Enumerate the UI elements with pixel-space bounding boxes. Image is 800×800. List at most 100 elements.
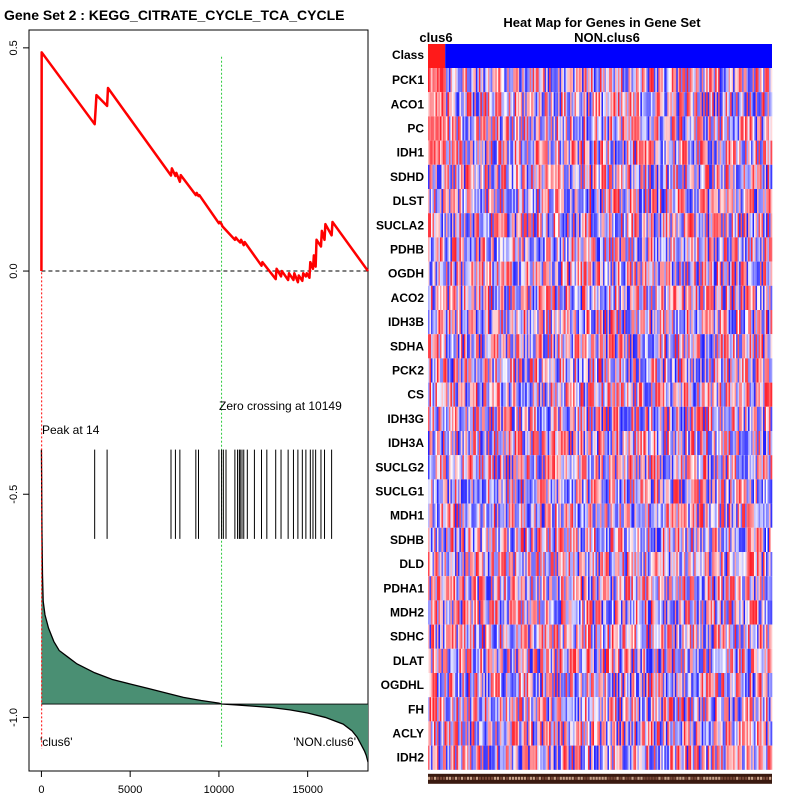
heatmap-cell xyxy=(665,213,668,238)
heatmap-cell xyxy=(534,68,536,93)
heatmap-cell xyxy=(439,358,442,383)
heatmap-cell xyxy=(429,213,432,238)
heatmap-cell xyxy=(546,213,548,238)
heatmap-cell xyxy=(465,552,468,577)
heatmap-cell xyxy=(707,358,710,383)
heatmap-cell xyxy=(755,261,758,286)
heatmap-cell xyxy=(555,285,557,310)
heatmap-cell xyxy=(665,68,668,93)
heatmap-cell xyxy=(444,213,447,238)
heatmap-cell xyxy=(451,503,454,528)
heatmap-cell xyxy=(617,552,620,577)
heatmap-cell xyxy=(637,334,640,359)
heatmap-cell xyxy=(620,68,623,93)
heatmap-cell xyxy=(716,479,719,504)
heatmap-cell xyxy=(499,576,502,601)
heatmap-cell xyxy=(513,92,516,117)
heatmap-cell xyxy=(698,310,701,335)
heatmap-cell xyxy=(468,406,471,431)
heatmap-cell xyxy=(680,310,683,335)
heatmap-cell xyxy=(673,431,676,456)
heatmap-cell xyxy=(469,116,472,141)
heatmap-cell xyxy=(579,116,581,141)
heatmap-cell xyxy=(430,189,433,214)
heatmap-cell xyxy=(695,479,698,504)
heatmap-cell xyxy=(749,503,752,528)
heatmap-cell xyxy=(504,527,507,552)
heatmap-cell xyxy=(591,237,593,262)
heatmap-cell xyxy=(574,527,577,552)
heatmap-cell xyxy=(514,527,517,552)
heatmap-cell xyxy=(552,140,554,165)
heatmap-cell xyxy=(605,382,608,407)
heatmap-cell xyxy=(585,285,587,310)
heatmap-cell xyxy=(586,527,589,552)
heatmap-cell xyxy=(495,68,498,93)
heatmap-cell xyxy=(680,479,683,504)
heatmap-cell xyxy=(477,261,480,286)
heatmap-row-sdha xyxy=(428,334,773,359)
heatmap-cell xyxy=(661,455,664,480)
heatmap-cell xyxy=(610,189,613,214)
heatmap-cell xyxy=(487,310,490,335)
heatmap-cell xyxy=(730,431,732,456)
heatmap-cell xyxy=(583,552,586,577)
heatmap-cell xyxy=(742,406,744,431)
heatmap-cell xyxy=(748,334,750,359)
heatmap-cell xyxy=(643,455,646,480)
heatmap-cell xyxy=(585,68,587,93)
heatmap-cell xyxy=(441,310,444,335)
heatmap-cell xyxy=(552,358,554,383)
heatmap-cell xyxy=(428,358,430,383)
heatmap-cell xyxy=(712,140,714,165)
heatmap-cell xyxy=(516,116,519,141)
heatmap-cell xyxy=(728,431,731,456)
heatmap-cell xyxy=(462,406,465,431)
heatmap-cell xyxy=(641,213,644,238)
heatmap-cell xyxy=(567,261,569,286)
heatmap-cell xyxy=(447,527,450,552)
heatmap-cell xyxy=(689,310,692,335)
heatmap-cell xyxy=(471,527,474,552)
heatmap-cell xyxy=(472,92,475,117)
heatmap-cell xyxy=(456,576,459,601)
heatmap-cell xyxy=(505,503,508,528)
heatmap-cell xyxy=(751,116,753,141)
heatmap-cell xyxy=(758,116,761,141)
heatmap-cell xyxy=(737,479,740,504)
heatmap-cell xyxy=(594,285,596,310)
heatmap-cell xyxy=(635,140,638,165)
heatmap-cell xyxy=(746,237,749,262)
heatmap-cell xyxy=(463,406,466,431)
heatmap-cell xyxy=(571,334,574,359)
heatmap-cell xyxy=(576,189,578,214)
heatmap-cell xyxy=(450,431,453,456)
heatmap-cell xyxy=(740,285,743,310)
heatmap-cell xyxy=(679,68,682,93)
heatmap-cell xyxy=(607,116,610,141)
heatmap-cell xyxy=(561,237,563,262)
heatmap-cell xyxy=(598,189,601,214)
heatmap-cell xyxy=(710,431,713,456)
heatmap-cell xyxy=(670,68,673,93)
heatmap-cell xyxy=(517,164,520,189)
heatmap-cell xyxy=(704,189,707,214)
heatmap-cell xyxy=(510,261,513,286)
heatmap-cell xyxy=(558,431,560,456)
heatmap-cell xyxy=(585,503,587,528)
heatmap-cell xyxy=(667,68,670,93)
heatmap-cell xyxy=(447,431,450,456)
heatmap-cell xyxy=(537,92,539,117)
heatmap-cell xyxy=(760,237,762,262)
heatmap-cell xyxy=(713,140,716,165)
heatmap-cell xyxy=(662,261,665,286)
heatmap-cell xyxy=(712,431,714,456)
heatmap-cell xyxy=(734,431,737,456)
heatmap-cell xyxy=(737,213,740,238)
heatmap-cell xyxy=(442,189,445,214)
heatmap-cell xyxy=(457,455,460,480)
heatmap-cell xyxy=(519,455,522,480)
heatmap-cell xyxy=(677,455,680,480)
heatmap-cell xyxy=(748,552,750,577)
heatmap-cell xyxy=(567,358,569,383)
